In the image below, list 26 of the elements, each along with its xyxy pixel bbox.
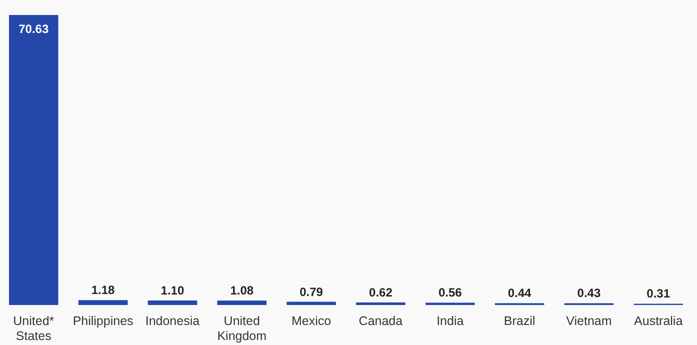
data-label: 1.10 [160,283,184,298]
bar [217,300,267,305]
bar [148,300,198,305]
x-tick-label: Mexico [291,314,332,328]
data-label: 1.18 [91,283,116,298]
x-tick-label: Philippines [72,314,134,328]
bar [78,300,128,305]
x-tick-label: Canada [358,314,403,328]
x-tick-label: United* States [13,314,54,343]
data-label: 0.79 [300,284,324,299]
x-tick-label: United Kingdom [217,314,267,343]
x-tick-label: Brazil [504,314,536,328]
data-label: 0.43 [577,286,601,300]
x-tick-label: India [436,314,464,328]
data-label: 0.44 [508,286,532,300]
data-label: 0.56 [438,286,462,300]
data-label: 0.31 [646,286,670,301]
x-tick-label: Australia [634,314,683,328]
data-label: 0.62 [369,285,393,300]
x-tick-label: Indonesia [145,314,200,328]
data-label: 70.63 [18,22,49,36]
bar [9,15,58,305]
x-tick-label: Vietnam [566,314,612,328]
bar [356,302,406,305]
bar [286,302,336,305]
data-label: 1.08 [230,284,254,298]
